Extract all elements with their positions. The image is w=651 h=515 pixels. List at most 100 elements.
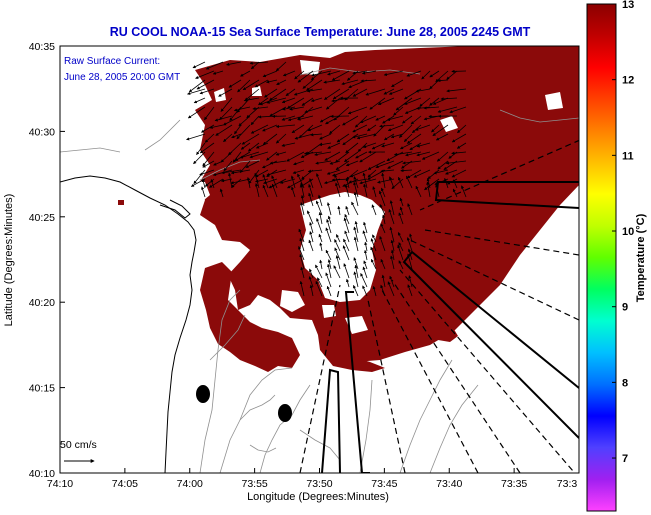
current-vector	[275, 61, 287, 72]
current-vector	[254, 79, 269, 88]
x-tick-label: 73:40	[436, 478, 462, 490]
colorbar-label: Temperature (°C)	[635, 213, 647, 302]
current-vector	[242, 79, 260, 91]
current-vector	[353, 191, 359, 207]
current-vector	[266, 169, 287, 176]
current-vector	[361, 70, 377, 75]
bathymetry-contours	[60, 67, 579, 473]
current-vector	[397, 232, 404, 243]
current-vector	[325, 227, 332, 243]
current-vector	[424, 178, 440, 191]
current-vector	[281, 115, 296, 121]
current-vector	[208, 178, 224, 188]
gap-ne-2	[545, 92, 563, 110]
current-vector	[309, 221, 314, 234]
current-vector	[399, 142, 413, 150]
current-vector	[205, 61, 224, 70]
current-vector	[193, 151, 206, 165]
current-vector	[231, 178, 242, 188]
current-vector	[351, 201, 359, 216]
current-vector	[249, 61, 269, 65]
current-vector	[291, 186, 296, 198]
current-vector	[219, 106, 233, 121]
current-vector	[352, 88, 368, 97]
colorbar-tick-label: 12	[622, 75, 634, 87]
contour-6	[429, 384, 479, 473]
current-vector	[345, 160, 359, 167]
current-vector	[236, 124, 251, 140]
contour-3	[259, 384, 311, 473]
y-tick-label: 40:15	[29, 383, 55, 395]
current-vector	[327, 70, 341, 76]
current-vector	[299, 253, 305, 270]
current-vector	[344, 230, 350, 243]
colorbar-ramp	[586, 3, 617, 512]
current-vector	[304, 106, 323, 114]
current-vector	[415, 88, 431, 93]
current-vector	[403, 97, 422, 105]
current-note-line2: June 28, 2005 20:00 GMT	[64, 72, 180, 83]
current-vector	[353, 226, 359, 243]
plot-area: Raw Surface Current: June 28, 2005 20:00…	[60, 46, 579, 473]
current-vector	[343, 151, 359, 163]
x-tick-label: 74:05	[112, 478, 138, 490]
current-vector	[437, 106, 458, 113]
current-vector	[210, 179, 215, 189]
current-vector	[349, 169, 368, 178]
current-vector	[352, 70, 368, 75]
current-vector	[456, 142, 467, 149]
current-vector	[377, 97, 395, 106]
current-vector	[271, 183, 278, 198]
current-vector	[262, 70, 278, 78]
current-vector	[362, 230, 368, 243]
current-vector	[262, 124, 278, 132]
transect-lines-dashed	[299, 139, 579, 473]
current-vector	[367, 124, 377, 132]
current-vector	[300, 202, 305, 216]
current-vector	[248, 169, 260, 184]
current-vector	[310, 70, 323, 81]
current-vector	[254, 183, 260, 198]
current-vector	[326, 285, 332, 297]
colorbar-tick-label: 7	[622, 453, 628, 465]
gap-mid-3	[322, 305, 336, 318]
x-tick-label: 73:35	[501, 478, 527, 490]
current-vector	[319, 115, 332, 123]
current-vector	[451, 133, 467, 143]
x-tick-label: 74:10	[47, 478, 73, 490]
buoy-marker-1	[196, 385, 210, 403]
current-vector	[239, 160, 251, 174]
current-vector	[292, 169, 305, 175]
current-vector	[300, 194, 305, 207]
colorbar-tick-label: 9	[622, 302, 628, 314]
current-vector	[342, 245, 350, 261]
current-vector	[297, 106, 314, 120]
current-vector	[204, 106, 215, 121]
current-vector	[399, 206, 404, 216]
current-vector	[363, 183, 368, 198]
current-vector	[291, 124, 305, 134]
current-vector	[336, 234, 341, 243]
current-vector	[401, 115, 413, 124]
gap-ne-1	[440, 116, 458, 132]
buoy-marker-2	[278, 404, 292, 422]
coast-nj-shore	[60, 175, 197, 473]
sst-patch-small-1	[118, 200, 124, 205]
current-vector	[451, 151, 467, 155]
current-vector	[297, 115, 314, 121]
current-vector	[398, 212, 404, 225]
current-vector	[186, 133, 206, 141]
current-vector	[335, 255, 341, 270]
dash-5	[391, 279, 521, 473]
current-vector	[391, 178, 404, 190]
current-vector	[370, 246, 377, 261]
current-vector	[343, 263, 350, 279]
transect-lines-solid	[321, 181, 579, 473]
current-vector	[360, 79, 377, 83]
current-vector	[282, 70, 296, 77]
colorbar-tick-label: 11	[622, 150, 634, 162]
current-vector	[362, 285, 368, 297]
current-vector	[316, 173, 323, 189]
current-vector	[381, 274, 386, 288]
